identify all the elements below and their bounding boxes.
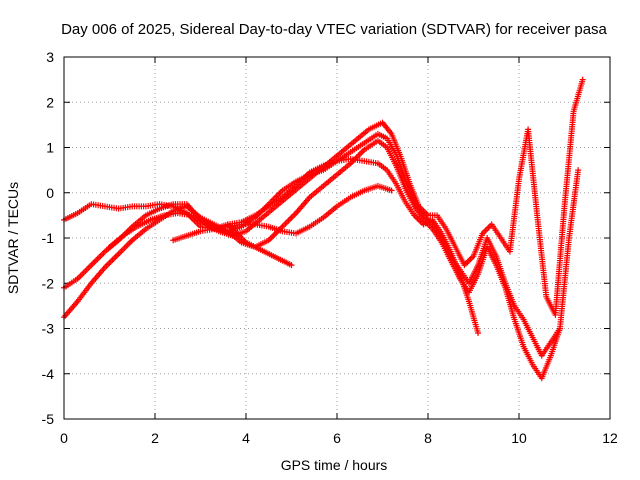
x-axis-label: GPS time / hours [281, 457, 388, 473]
y-axis-label: SDTVAR / TECUs [5, 182, 21, 294]
x-tick-label: 10 [511, 430, 527, 446]
series-trace-e [170, 182, 395, 244]
plot-frame [63, 56, 611, 420]
x-tick-label: 12 [602, 430, 618, 446]
data-point [288, 262, 295, 269]
series-trace-c [61, 137, 582, 382]
y-tick-label: -4 [42, 366, 55, 382]
data-point [388, 187, 395, 194]
x-tick-label: 6 [333, 430, 341, 446]
data-points [61, 76, 586, 382]
y-tick-label: 2 [46, 94, 54, 110]
series-trace-d [106, 76, 586, 318]
y-tick-label: -5 [42, 411, 55, 427]
x-tick-labels: 0 2 4 6 8 10 12 [60, 430, 618, 446]
y-tick-label: -2 [42, 275, 55, 291]
x-tick-label: 0 [60, 430, 68, 446]
x-tick-label: 4 [242, 430, 250, 446]
y-tick-label: 1 [46, 140, 54, 156]
data-point [475, 330, 482, 337]
series-trace-f [224, 221, 295, 269]
grid-lines [64, 57, 610, 419]
y-tick-labels: -5 -4 -3 -2 -1 0 1 2 3 [42, 49, 55, 427]
x-tick-label: 2 [151, 430, 159, 446]
y-tick-label: 3 [46, 49, 54, 65]
y-tick-label: -1 [42, 230, 55, 246]
axis-ticks [63, 56, 611, 420]
y-tick-label: 0 [46, 185, 54, 201]
x-tick-label: 8 [424, 430, 432, 446]
chart-title: Day 006 of 2025, Sidereal Day-to-day VTE… [61, 21, 607, 38]
data-point [575, 167, 582, 174]
y-tick-label: -3 [42, 321, 55, 337]
data-point [579, 76, 586, 83]
